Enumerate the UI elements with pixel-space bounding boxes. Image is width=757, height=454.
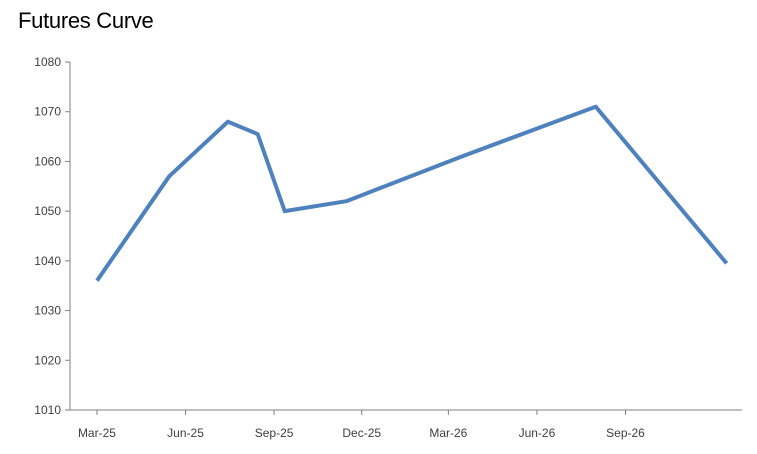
x-tick-label: Jun-25: [167, 426, 204, 440]
y-tick-label: 1050: [34, 204, 61, 218]
y-tick-label: 1060: [34, 154, 61, 168]
x-tick-label: Sep-26: [606, 426, 645, 440]
chart-title: Futures Curve: [18, 8, 154, 33]
y-tick-label: 1020: [34, 353, 61, 367]
x-axis-ticks: Mar-25 Jun-25 Sep-25 Dec-25 Mar-26 Jun-26 Sep-…: [78, 410, 645, 440]
x-tick-label: Sep-25: [255, 426, 294, 440]
y-axis-ticks: 1010 1020 1030 1040 1050 1060 1070 1080: [34, 55, 70, 417]
x-tick-label: Dec-25: [342, 426, 381, 440]
y-tick-label: 1040: [34, 254, 61, 268]
x-tick-label: Mar-25: [78, 426, 116, 440]
series-line: [95, 104, 729, 282]
x-tick-label: Mar-26: [429, 426, 467, 440]
y-tick-label: 1070: [34, 105, 61, 119]
x-tick-label: Jun-26: [519, 426, 556, 440]
axes: [69, 62, 742, 411]
y-tick-label: 1010: [34, 403, 61, 417]
y-tick-label: 1080: [34, 55, 61, 69]
series-layer: [95, 104, 729, 282]
y-tick-label: 1030: [34, 304, 61, 318]
